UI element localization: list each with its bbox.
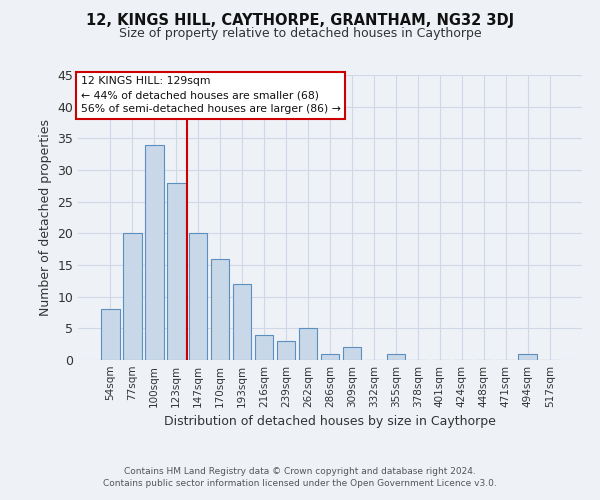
Bar: [123, 234, 142, 360]
Text: Size of property relative to detached houses in Caythorpe: Size of property relative to detached ho…: [119, 28, 481, 40]
Bar: [299, 328, 317, 360]
Bar: [518, 354, 537, 360]
Text: Contains HM Land Registry data © Crown copyright and database right 2024.
Contai: Contains HM Land Registry data © Crown c…: [103, 466, 497, 487]
Bar: [145, 144, 164, 360]
Bar: [233, 284, 251, 360]
Bar: [386, 354, 405, 360]
Text: 12 KINGS HILL: 129sqm
← 44% of detached houses are smaller (68)
56% of semi-deta: 12 KINGS HILL: 129sqm ← 44% of detached …: [80, 76, 340, 114]
X-axis label: Distribution of detached houses by size in Caythorpe: Distribution of detached houses by size …: [164, 416, 496, 428]
Bar: [101, 310, 119, 360]
Bar: [211, 258, 229, 360]
Bar: [255, 334, 274, 360]
Text: 12, KINGS HILL, CAYTHORPE, GRANTHAM, NG32 3DJ: 12, KINGS HILL, CAYTHORPE, GRANTHAM, NG3…: [86, 12, 514, 28]
Bar: [320, 354, 340, 360]
Bar: [343, 348, 361, 360]
Y-axis label: Number of detached properties: Number of detached properties: [39, 119, 52, 316]
Bar: [189, 234, 208, 360]
Bar: [277, 341, 295, 360]
Bar: [167, 182, 185, 360]
